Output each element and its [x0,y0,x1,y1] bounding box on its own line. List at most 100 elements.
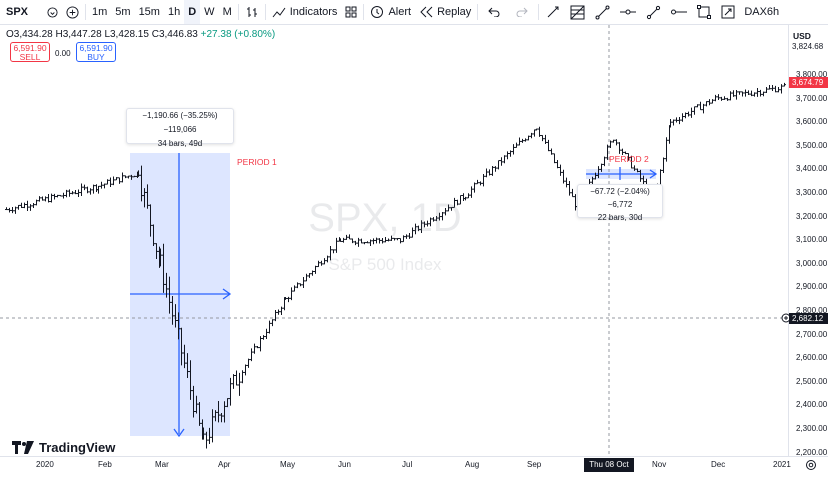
ohlc-bar [372,238,375,245]
currency-label[interactable]: USD [793,31,811,41]
crosshair-plus-mark [784,316,788,320]
add-symbol-button[interactable] [62,0,83,24]
templates-button[interactable] [341,0,361,24]
ohlc-bar [41,196,44,201]
ohlc-bar [497,160,500,170]
ohlc-bar [541,135,544,142]
fib-tool[interactable] [565,0,590,24]
ohlc-bar [444,208,447,216]
add-symbol-icon [66,5,79,19]
ohlc-bar [287,296,290,303]
bar-style-button[interactable] [241,0,263,24]
ohlc-bar [205,431,208,449]
interval-m[interactable]: M [222,6,232,18]
ohlc-bar [678,117,681,125]
rectangle-tool[interactable] [692,0,716,24]
ohlc-bar [366,241,369,244]
arrow-line-tool[interactable] [666,0,692,24]
ohlc-bar [450,206,453,211]
ohlc-bar [559,164,562,176]
ohlc-bar [521,138,524,143]
ohlc-bar [159,248,162,267]
ohlc-bar [747,90,750,95]
alert-label: Alert [388,6,412,18]
ohlc-bar [387,238,390,242]
ohlc-bar [717,94,720,100]
ohlc-bar [774,85,777,93]
interval-1h[interactable]: 1h [167,6,181,18]
ohlc-bar [464,196,467,201]
replay-label: Replay [437,6,472,18]
chart-pane[interactable] [0,25,828,456]
replay-icon [420,6,433,18]
ohlc-bar [780,84,783,94]
measure-tool[interactable] [716,0,740,24]
interval-d[interactable]: D [184,0,201,24]
ohlc-bar [762,91,765,97]
ohlc-bar [669,119,672,128]
ohlc-bar [50,193,53,203]
tradingview-logo[interactable]: TradingView [12,440,115,455]
sell-button[interactable]: 6,591.90 SELL [10,42,50,62]
ohlc-bar [335,237,338,253]
ohlc-bar [214,410,217,422]
symbol-search[interactable]: SPX [0,0,62,24]
ohlc-bar [402,235,405,243]
trendline-tool[interactable] [590,0,615,24]
time-axis-label: Feb [98,460,112,469]
indicators-button[interactable]: Indicators [268,0,342,24]
ohlc-bar [143,188,146,208]
interval-15m[interactable]: 15m [138,6,160,18]
ray-tool[interactable] [641,0,666,24]
layout-name[interactable]: DAX6h [744,6,780,18]
interval-1m[interactable]: 1m [92,6,108,18]
ohlc-bar [512,144,515,155]
horizontal-line-tool[interactable] [615,0,641,24]
ohlc-bar [615,139,618,146]
ohlc-bar [56,194,59,198]
watermark-symbol: SPX, 1D [308,196,462,240]
undo-button[interactable] [480,0,508,24]
replay-button[interactable]: Replay [415,0,475,24]
interval-5m[interactable]: 5m [115,6,131,18]
interval-w[interactable]: W [204,6,215,18]
ohlc-bar [662,157,665,173]
ohlc-bar [112,176,115,186]
buy-button[interactable]: 6,591.90 BUY [76,42,116,62]
ohlc-bar [627,153,630,161]
ohlc-bar [603,156,606,167]
ohlc-bar [146,184,149,209]
price-axis-label: 2,700.00 [796,329,828,339]
ohlc-bar [290,287,293,301]
sell-price: 6,591.90 [13,43,47,53]
price-axis-label: 3,000.00 [796,258,828,268]
ohlc-bar [268,320,271,334]
time-axis[interactable] [0,456,828,475]
rectangle-icon [697,5,712,19]
ohlc-bar [308,273,311,278]
ohlc-bar [247,358,250,368]
ohlc-bar [20,202,23,209]
ohlc-bar [530,132,533,139]
chart-settings-button[interactable] [805,459,817,474]
ohlc-bar [735,89,738,100]
ohlc-bar [152,224,155,247]
chart-canvas [0,25,791,456]
ohlc-bar [357,237,360,247]
ohlc-bar [124,175,127,179]
ohlc-bar [544,134,547,145]
time-axis-label: Jun [338,460,351,469]
ohlc-bar [342,237,345,243]
period1-bars: 34 bars, 49d [157,139,203,148]
ohlc-bar [393,237,396,241]
alert-button[interactable]: Alert [366,0,415,24]
ohlc-bar [405,234,408,239]
ohlc-bar [438,212,441,221]
price-axis-label: 3,400.00 [796,164,828,174]
ohlc-bar [284,296,287,300]
cursor-tool[interactable] [541,0,565,24]
ohlc-bar [277,309,280,315]
redo-button[interactable] [508,0,536,24]
ohlc-bar [115,177,118,181]
ohlc-bar [609,140,612,148]
